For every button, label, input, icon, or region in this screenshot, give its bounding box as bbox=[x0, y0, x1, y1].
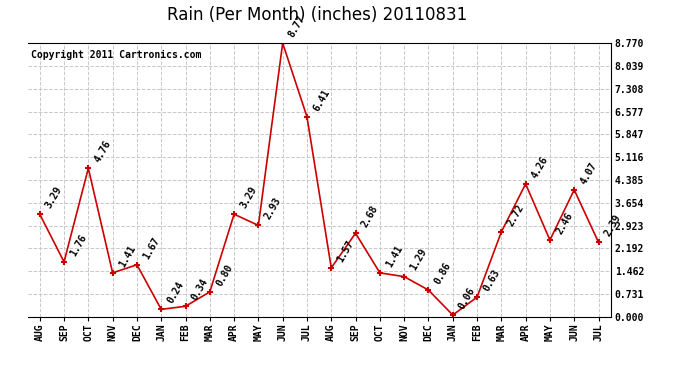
Text: 0.86: 0.86 bbox=[433, 261, 453, 286]
Text: 3.29: 3.29 bbox=[44, 184, 64, 210]
Text: 4.26: 4.26 bbox=[530, 154, 550, 180]
Text: 1.67: 1.67 bbox=[141, 235, 161, 261]
Text: 2.68: 2.68 bbox=[359, 204, 380, 229]
Text: 6.41: 6.41 bbox=[311, 87, 332, 112]
Text: 2.39: 2.39 bbox=[602, 213, 623, 238]
Text: 0.80: 0.80 bbox=[214, 262, 235, 288]
Text: 1.41: 1.41 bbox=[384, 243, 404, 269]
Text: 2.46: 2.46 bbox=[554, 211, 575, 236]
Text: 8.77: 8.77 bbox=[287, 13, 307, 39]
Text: Rain (Per Month) (inches) 20110831: Rain (Per Month) (inches) 20110831 bbox=[167, 6, 468, 24]
Text: 4.76: 4.76 bbox=[92, 139, 113, 164]
Text: 1.57: 1.57 bbox=[335, 238, 356, 264]
Text: 0.06: 0.06 bbox=[457, 285, 477, 311]
Text: 4.07: 4.07 bbox=[578, 160, 599, 186]
Text: 1.76: 1.76 bbox=[68, 232, 88, 258]
Text: 1.41: 1.41 bbox=[117, 243, 137, 269]
Text: 2.72: 2.72 bbox=[506, 202, 526, 228]
Text: 1.29: 1.29 bbox=[408, 247, 428, 273]
Text: 0.34: 0.34 bbox=[190, 277, 210, 302]
Text: 3.29: 3.29 bbox=[238, 184, 259, 210]
Text: Copyright 2011 Cartronics.com: Copyright 2011 Cartronics.com bbox=[30, 50, 201, 60]
Text: 0.63: 0.63 bbox=[481, 268, 502, 293]
Text: 0.24: 0.24 bbox=[166, 280, 186, 305]
Text: 2.93: 2.93 bbox=[263, 196, 283, 221]
